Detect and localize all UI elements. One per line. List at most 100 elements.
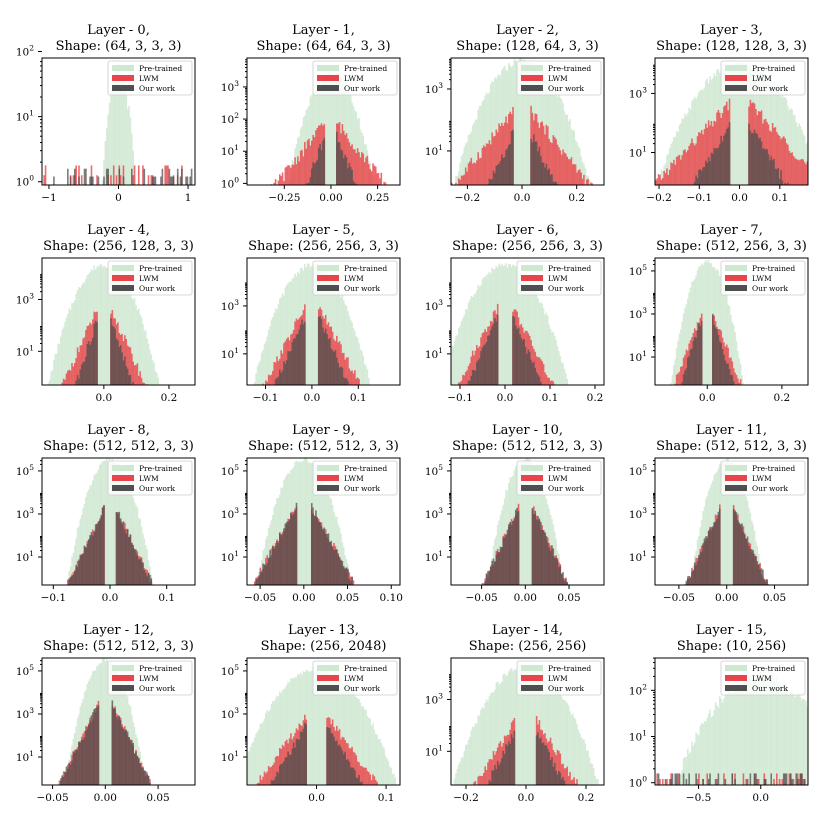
pretrained-bar: [534, 668, 537, 785]
pretrained-bar: [742, 65, 745, 185]
pretrained-bar: [260, 723, 263, 785]
ours-bar: [153, 176, 155, 185]
ours-bar: [558, 567, 560, 585]
pretrained-bar: [682, 758, 685, 785]
ours-bar: [476, 362, 478, 385]
ours-bar: [97, 705, 100, 785]
lwm-bar: [660, 179, 663, 185]
lwm-bar: [361, 766, 363, 785]
ours-bar: [512, 315, 514, 385]
legend-label: Pre-trained: [752, 464, 795, 473]
ours-bar: [78, 176, 80, 185]
ours-bar: [556, 183, 559, 185]
plot-area: [684, 458, 770, 585]
ours-bar: [160, 176, 162, 185]
lwm-bar: [298, 161, 301, 185]
plot-frame: [654, 257, 809, 386]
pretrained-bar: [555, 91, 557, 185]
legend-swatch: [317, 665, 339, 671]
ours-bar: [737, 520, 739, 585]
ours-bar: [489, 781, 492, 785]
pretrained-bar: [558, 350, 560, 385]
pretrained-bar: [372, 723, 374, 785]
ours-bar: [290, 754, 292, 785]
pretrained-bar: [499, 265, 502, 385]
ours-bar: [179, 176, 182, 185]
pretrained-bar: [739, 62, 742, 185]
pretrained-bar: [735, 65, 738, 185]
pretrained-bar: [274, 698, 277, 785]
ours-bar: [545, 535, 548, 585]
ours-bar: [512, 520, 514, 585]
ours-bar: [341, 750, 344, 785]
pretrained-bar: [555, 340, 557, 385]
y-tick-exponent: 3: [234, 298, 239, 307]
ours-bar: [714, 327, 717, 385]
lwm-bar: [666, 168, 668, 185]
pretrained-bar: [799, 126, 802, 185]
pretrained-bar: [689, 751, 692, 785]
pretrained-bar: [583, 163, 585, 185]
lwm-bar: [581, 178, 584, 185]
ours-bar: [709, 773, 711, 785]
pretrained-bar: [125, 284, 128, 385]
ours-bar: [139, 559, 141, 585]
pretrained-bar: [744, 67, 746, 185]
pretrained-bar: [576, 724, 578, 785]
y-tick-exponent: 5: [29, 663, 34, 672]
x-tick-label: −0.1: [41, 592, 67, 604]
pretrained-bar: [530, 461, 532, 585]
pretrained-bar: [110, 462, 112, 585]
lwm-bar: [481, 775, 484, 785]
pretrained-bar: [356, 337, 359, 385]
ours-bar: [331, 547, 334, 585]
pretrained-bar: [718, 695, 721, 785]
pretrained-bar: [712, 715, 714, 785]
ours-bar: [725, 128, 728, 185]
pretrained-bar: [154, 370, 157, 385]
pretrained-bar: [457, 764, 460, 785]
ours-bar: [505, 150, 507, 185]
ours-bar: [323, 332, 326, 385]
pretrained-bar: [67, 313, 69, 385]
legend-swatch: [317, 285, 339, 291]
pretrained-bar: [558, 94, 560, 185]
lwm-bar: [129, 347, 132, 385]
ours-bar: [502, 537, 505, 585]
lwm-bar: [574, 783, 577, 785]
ours-bar: [281, 763, 284, 785]
pretrained-bar: [559, 97, 562, 185]
pretrained-bar: [748, 678, 750, 785]
ours-bar: [695, 175, 697, 185]
ours-bar: [61, 775, 64, 785]
pretrained-bar: [294, 676, 296, 785]
ours-bar: [147, 573, 150, 585]
pretrained-bar: [121, 275, 123, 385]
pretrained-bar: [692, 99, 695, 185]
pretrained-bar: [499, 683, 502, 785]
ours-bar: [735, 512, 738, 585]
pretrained-bar: [592, 767, 595, 785]
pretrained-bar: [508, 671, 510, 785]
pretrained-bar: [143, 330, 146, 385]
pretrained-bar: [565, 114, 567, 185]
pretrained-bar: [777, 682, 779, 785]
pretrained-bar: [477, 285, 480, 385]
lwm-bar: [469, 161, 471, 185]
lwm-bar: [684, 354, 686, 385]
pretrained-bar: [105, 267, 108, 385]
lwm-bar: [501, 122, 503, 185]
ours-bar: [731, 773, 734, 785]
pretrained-bar: [253, 381, 256, 385]
pretrained-bar: [362, 706, 365, 785]
lwm-bar: [737, 378, 739, 385]
ours-bar: [310, 503, 313, 585]
lwm-bar: [706, 127, 709, 185]
y-tick-label: 105: [16, 463, 34, 478]
legend-swatch: [317, 685, 339, 691]
pretrained-bar: [785, 685, 788, 785]
ours-bar: [83, 737, 86, 785]
pretrained-bar: [498, 263, 500, 385]
pretrained-bar: [667, 153, 670, 185]
pretrained-bar: [710, 716, 713, 785]
